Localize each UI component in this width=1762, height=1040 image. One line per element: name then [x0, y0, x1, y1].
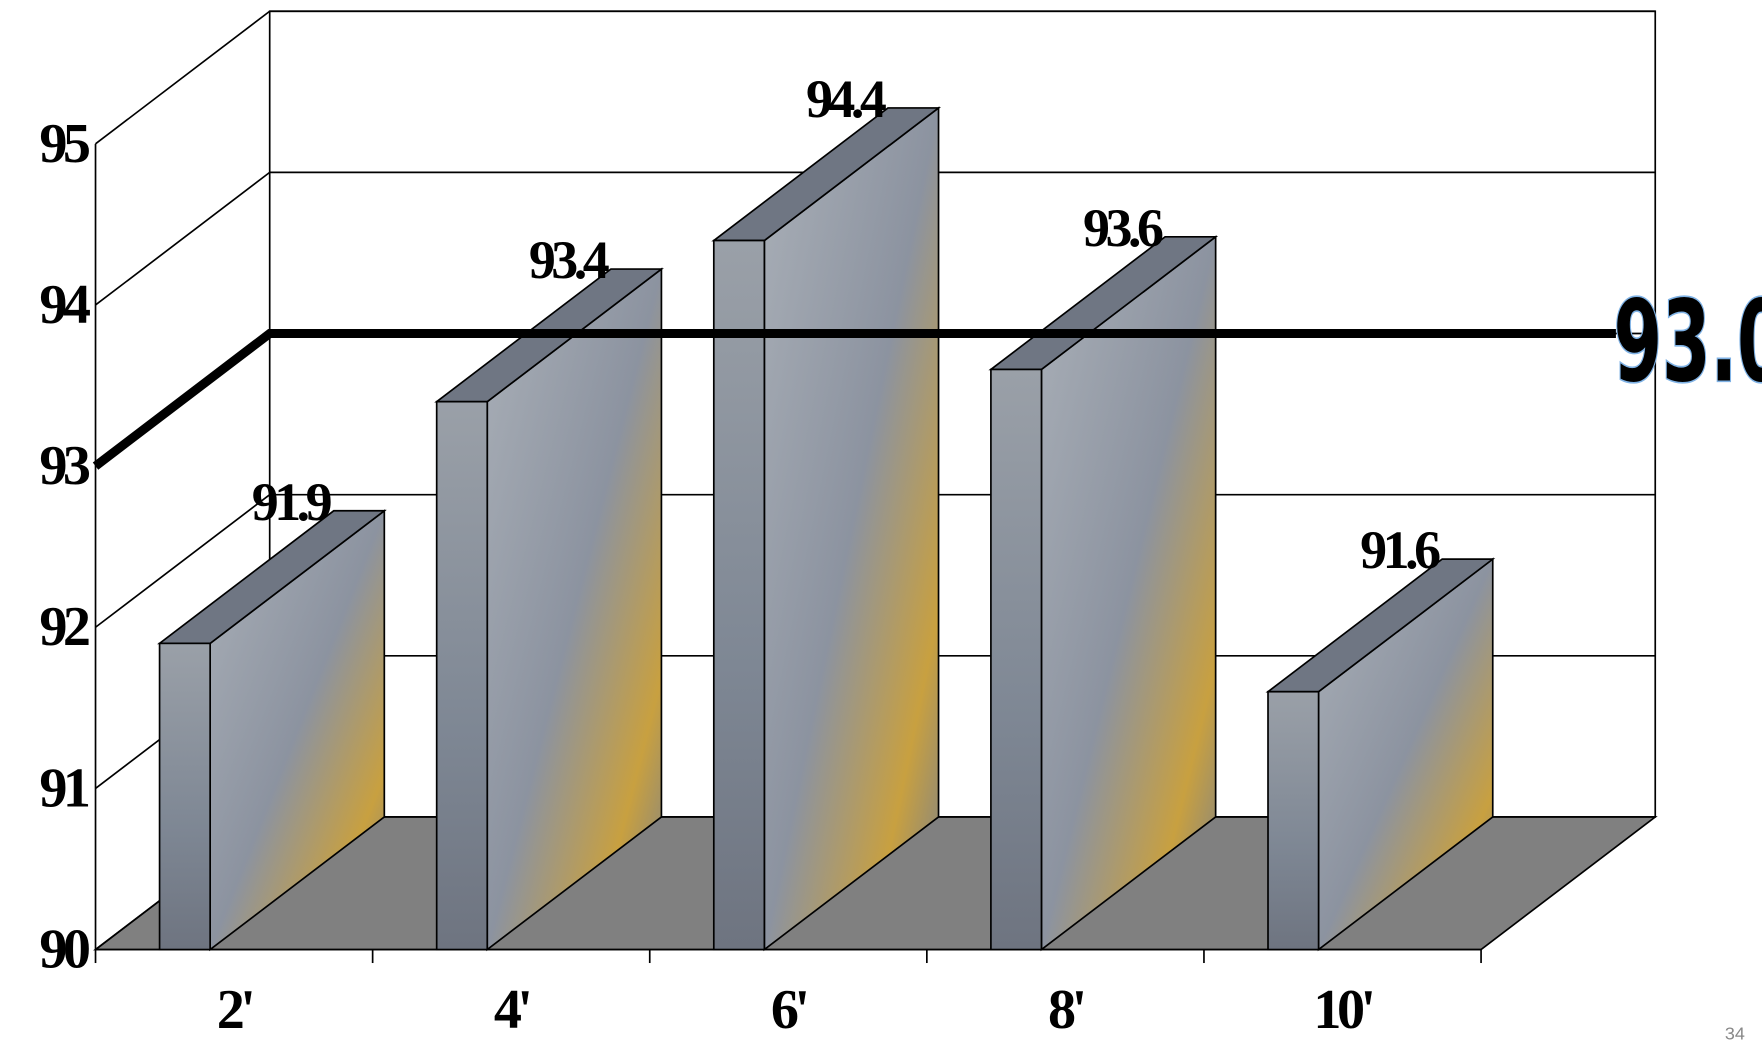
x-tick-label: 6'	[771, 979, 807, 1040]
bar	[712, 239, 766, 951]
value-label: 93.6	[1083, 198, 1163, 258]
bar	[1267, 690, 1320, 951]
x-tick-label: 2'	[217, 979, 253, 1040]
value-label: 93.4	[529, 230, 609, 290]
y-tick-label: 94	[39, 274, 91, 336]
page-number: 34	[1725, 1023, 1745, 1040]
y-tick-label: 92	[39, 596, 89, 658]
grid-line	[95, 10, 271, 145]
grid-line	[95, 171, 271, 306]
y-tick-label: 91	[39, 757, 89, 819]
bar	[990, 368, 1043, 951]
reference-line	[92, 329, 1616, 470]
value-label: 94.4	[806, 69, 886, 129]
y-tick-label: 93	[39, 435, 90, 497]
grid-line	[95, 493, 271, 628]
reference-label: 93.0	[1614, 277, 1762, 408]
bar	[158, 642, 211, 951]
bar-side	[763, 106, 940, 952]
value-label: 91.6	[1360, 520, 1440, 580]
y-tick-label: 90	[39, 919, 89, 981]
x-tick-label: 4'	[494, 979, 530, 1040]
x-tick-label: 8'	[1048, 979, 1084, 1040]
bar	[435, 400, 489, 951]
value-label: 91.9	[252, 472, 332, 532]
x-tick-label: 10'	[1313, 979, 1372, 1040]
y-tick-label: 95	[39, 113, 90, 175]
